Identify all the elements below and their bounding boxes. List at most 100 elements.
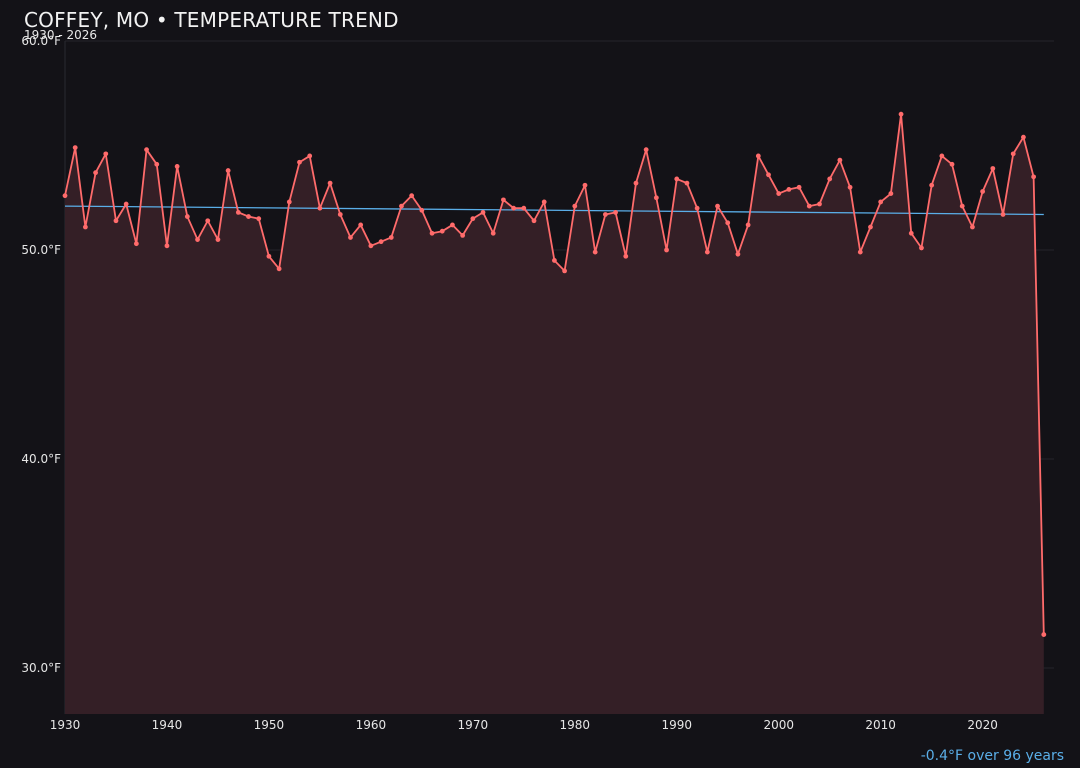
data-point-2018 — [959, 203, 965, 209]
data-point-2010 — [878, 199, 884, 205]
data-point-1998 — [755, 153, 761, 159]
data-point-2023 — [1010, 151, 1016, 157]
data-point-2006 — [837, 157, 843, 163]
data-point-2011 — [888, 191, 894, 196]
data-point-2008 — [857, 249, 863, 255]
data-point-1953 — [297, 159, 302, 165]
data-point-1961 — [378, 239, 384, 245]
data-point-2004 — [817, 201, 822, 207]
data-point-1970 — [470, 216, 476, 222]
data-point-1997 — [745, 222, 751, 228]
data-point-2021 — [990, 166, 996, 171]
data-point-2001 — [786, 186, 792, 192]
data-point-1957 — [337, 212, 343, 217]
data-point-1991 — [684, 180, 690, 186]
data-point-1936 — [123, 201, 129, 207]
data-point-1985 — [623, 253, 629, 259]
data-point-1942 — [184, 214, 190, 219]
data-point-2024 — [1021, 134, 1026, 140]
data-point-1931 — [72, 145, 78, 150]
data-point-1950 — [266, 253, 272, 259]
data-point-1955 — [317, 205, 323, 211]
x-tick-label-2000: 2000 — [763, 718, 794, 732]
data-point-1945 — [215, 237, 221, 242]
data-point-1962 — [388, 235, 394, 240]
y-tick-label-40: 40.0°F — [21, 452, 61, 466]
x-tick-labels: 1930 1940 1950 1960 1970 1980 1990 2000 2010 2020 — [50, 718, 998, 732]
data-point-1941 — [174, 164, 180, 169]
data-point-2000 — [776, 191, 782, 196]
data-point-1971 — [480, 209, 486, 215]
data-point-1992 — [694, 205, 700, 211]
data-point-2002 — [796, 184, 802, 190]
data-point-2016 — [939, 153, 945, 159]
data-point-2015 — [929, 182, 935, 188]
data-point-1963 — [399, 203, 404, 209]
data-point-1949 — [256, 216, 262, 222]
data-point-2019 — [970, 224, 975, 230]
data-point-2020 — [980, 189, 986, 194]
data-point-1932 — [82, 224, 88, 230]
data-point-1982 — [592, 249, 598, 255]
y-tick-label-50: 50.0°F — [21, 243, 61, 257]
data-point-1960 — [368, 243, 374, 249]
x-tick-label-1960: 1960 — [356, 718, 387, 732]
data-point-1983 — [602, 212, 608, 217]
data-point-2007 — [847, 184, 853, 190]
chart-subtitle: 1930 - 2026 — [24, 28, 98, 42]
data-point-1952 — [286, 199, 292, 205]
data-point-1979 — [562, 268, 567, 274]
data-point-1968 — [450, 222, 455, 228]
data-point-1967 — [439, 228, 445, 234]
chart-title: COFFEY, MO • TEMPERATURE TREND — [24, 8, 399, 32]
data-point-2014 — [919, 245, 924, 251]
data-point-1965 — [419, 207, 425, 213]
data-point-1946 — [225, 168, 231, 173]
data-point-1973 — [501, 197, 506, 203]
data-point-2026 — [1041, 632, 1047, 637]
data-point-1947 — [235, 209, 241, 215]
data-points — [62, 111, 1047, 637]
data-point-2022 — [1000, 212, 1006, 217]
data-point-1933 — [93, 170, 98, 176]
x-tick-label-1970: 1970 — [458, 718, 489, 732]
data-point-1940 — [164, 243, 170, 249]
data-point-1951 — [276, 266, 282, 272]
data-point-1948 — [246, 214, 251, 219]
data-point-1994 — [715, 203, 720, 209]
data-point-1966 — [429, 230, 435, 236]
x-tick-label-2010: 2010 — [865, 718, 896, 732]
x-tick-label-2020: 2020 — [967, 718, 998, 732]
y-tick-labels: 30.0°F 40.0°F 50.0°F 60.0°F — [21, 34, 61, 675]
data-point-1975 — [521, 205, 527, 211]
data-point-1989 — [664, 247, 669, 253]
data-point-1993 — [704, 249, 710, 255]
data-point-1964 — [409, 193, 415, 199]
data-point-1996 — [735, 251, 741, 257]
data-point-1984 — [613, 209, 618, 215]
data-point-2013 — [908, 230, 914, 236]
x-tick-label-1940: 1940 — [152, 718, 183, 732]
data-point-1978 — [552, 258, 557, 263]
data-point-1972 — [490, 230, 496, 236]
data-point-2003 — [806, 203, 812, 209]
trend-line — [64, 205, 1044, 216]
data-point-1988 — [653, 195, 659, 201]
data-point-1958 — [348, 235, 353, 240]
x-tick-label-1990: 1990 — [661, 718, 692, 732]
data-point-1995 — [725, 220, 731, 226]
temperature-area — [65, 114, 1044, 715]
data-point-1930 — [62, 193, 68, 199]
y-tick-label-60: 60.0°F — [21, 34, 61, 48]
data-point-1956 — [327, 180, 333, 186]
data-point-1938 — [144, 147, 149, 153]
data-point-1969 — [460, 232, 466, 238]
data-point-1954 — [307, 153, 313, 159]
data-point-1999 — [766, 172, 771, 178]
data-point-1959 — [358, 222, 364, 228]
data-point-1980 — [572, 203, 578, 209]
data-point-1943 — [195, 237, 200, 242]
data-point-2025 — [1031, 174, 1037, 180]
data-point-1990 — [674, 176, 680, 182]
